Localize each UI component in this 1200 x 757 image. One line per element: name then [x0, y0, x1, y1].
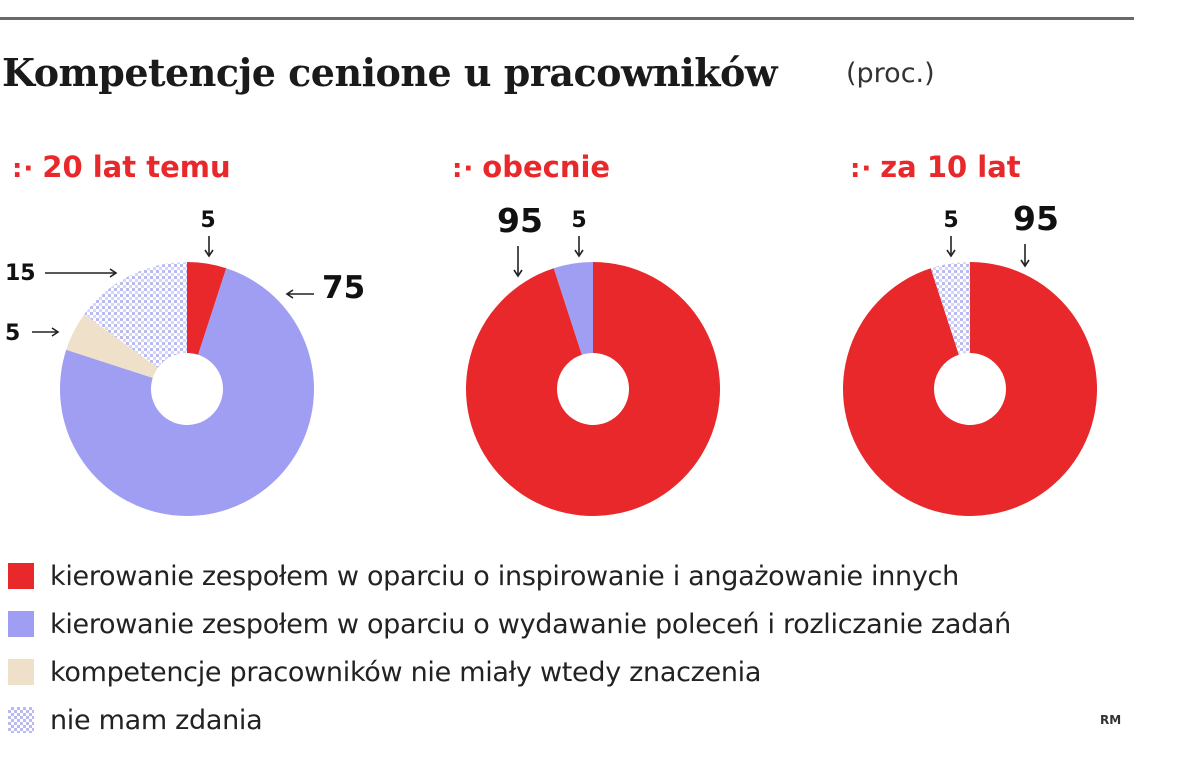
legend-label: kierowanie zespołem w oparciu o inspirow…	[50, 560, 959, 592]
callout-arrow-icon	[109, 268, 118, 278]
top-rule	[0, 17, 1134, 20]
pie-slice-no_matter	[66, 314, 158, 378]
legend-swatch	[8, 659, 34, 685]
legend-swatch	[8, 611, 34, 637]
donut-charts: 5 75 5 15 95 5 5 95	[5, 199, 1097, 516]
legend-item-command: kierowanie zespołem w oparciu o wydawani…	[8, 600, 1011, 648]
callout-arrow-icon	[51, 327, 60, 337]
legend-label: kompetencje pracowników nie miały wtedy …	[50, 656, 762, 688]
panel-title-text: 20 lat temu	[42, 150, 231, 184]
chart-title: Kompetencje cenione u pracowników	[2, 50, 778, 95]
callout-arrow-icon	[513, 269, 523, 278]
value-label: 15	[5, 261, 36, 286]
legend-swatch	[8, 707, 34, 733]
value-label: 95	[497, 201, 543, 240]
panel-title-text: obecnie	[482, 150, 611, 184]
legend-label: kierowanie zespołem w oparciu o wydawani…	[50, 608, 1011, 640]
callout-arrow-icon	[1020, 259, 1030, 268]
callouts: 5 75 5 15 95 5 5 95	[5, 199, 1059, 346]
value-label: 95	[1013, 199, 1059, 238]
legend-item-no-opinion: nie mam zdania	[8, 696, 1011, 744]
donut-20-years-ago	[59, 262, 314, 516]
panel-title-20-years-ago: :· 20 lat temu	[12, 150, 231, 184]
credit: RM	[1100, 713, 1122, 727]
legend-swatch	[8, 563, 34, 589]
value-label: 75	[322, 270, 365, 306]
value-label: 5	[5, 321, 20, 346]
legend-item-inspire: kierowanie zespołem w oparciu o inspirow…	[8, 552, 1011, 600]
pie-slice-inspire	[187, 262, 227, 355]
chart-unit: (proc.)	[846, 58, 935, 89]
value-label: 5	[943, 208, 958, 233]
dots-icon: :·	[12, 154, 35, 184]
pie-slice-inspire	[843, 262, 1097, 516]
legend: kierowanie zespołem w oparciu o inspirow…	[8, 552, 1011, 744]
pie-slice-inspire	[466, 262, 720, 516]
value-label: 5	[200, 208, 215, 233]
panel-title-now: :· obecnie	[452, 150, 610, 184]
donut-now	[466, 262, 720, 516]
legend-label: nie mam zdania	[50, 704, 263, 736]
dots-icon: :·	[850, 154, 873, 184]
pie-slice-no_opinion	[930, 262, 970, 355]
callout-arrow-icon	[946, 249, 956, 258]
legend-item-no-matter: kompetencje pracowników nie miały wtedy …	[8, 648, 1011, 696]
callout-arrow-icon	[285, 289, 294, 299]
value-label: 5	[571, 208, 586, 233]
callout-arrow-icon	[204, 249, 214, 258]
panel-title-in-10-years: :· za 10 lat	[850, 150, 1021, 184]
pie-slice-command	[59, 268, 314, 516]
donut-in-10-years	[843, 262, 1097, 516]
pie-slice-command	[553, 262, 593, 355]
pie-slice-no_opinion	[84, 262, 187, 368]
panel-title-text: za 10 lat	[880, 150, 1021, 184]
dots-icon: :·	[452, 154, 475, 184]
callout-arrow-icon	[574, 249, 584, 258]
